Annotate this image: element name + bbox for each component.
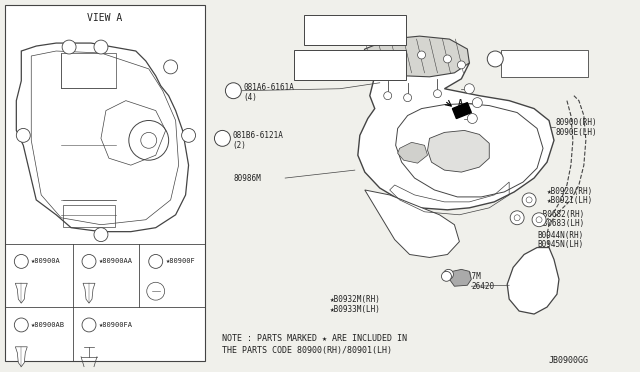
Polygon shape: [365, 190, 460, 257]
Text: c: c: [154, 260, 157, 265]
Circle shape: [225, 83, 241, 99]
Circle shape: [532, 213, 546, 227]
Circle shape: [417, 51, 426, 59]
Circle shape: [82, 254, 96, 268]
Circle shape: [536, 217, 542, 223]
Circle shape: [487, 51, 503, 67]
Circle shape: [147, 282, 164, 300]
FancyBboxPatch shape: [294, 50, 406, 80]
FancyBboxPatch shape: [501, 50, 588, 77]
Text: (4): (4): [243, 93, 257, 102]
Bar: [61, 53, 116, 88]
Text: c: c: [169, 65, 173, 70]
Text: S: S: [221, 137, 224, 142]
Circle shape: [458, 61, 465, 69]
Text: THE PARTS CODE 80900(RH)/80901(LH): THE PARTS CODE 80900(RH)/80901(LH): [223, 346, 392, 355]
Circle shape: [62, 40, 76, 54]
Circle shape: [94, 40, 108, 54]
Circle shape: [14, 318, 28, 332]
Circle shape: [94, 228, 108, 241]
Circle shape: [514, 215, 520, 221]
FancyBboxPatch shape: [304, 15, 406, 45]
Text: JB0900GG: JB0900GG: [549, 356, 589, 365]
Polygon shape: [449, 269, 471, 286]
Text: 081B6-6121A: 081B6-6121A: [232, 131, 284, 140]
Polygon shape: [17, 43, 189, 232]
Text: b: b: [87, 260, 91, 265]
Circle shape: [465, 84, 474, 94]
Circle shape: [404, 94, 412, 102]
Text: NOTE : PARTS MARKED ★ ARE INCLUDED IN: NOTE : PARTS MARKED ★ ARE INCLUDED IN: [223, 334, 408, 343]
Text: (12): (12): [505, 61, 524, 70]
Circle shape: [472, 98, 483, 108]
Polygon shape: [15, 283, 28, 303]
Text: ★B0920(RH): ★B0920(RH): [547, 187, 593, 196]
Text: 26420: 26420: [471, 282, 495, 291]
Circle shape: [384, 92, 392, 100]
Text: ★B0683(LH): ★B0683(LH): [539, 219, 586, 228]
Circle shape: [510, 211, 524, 225]
Polygon shape: [15, 347, 28, 367]
Text: S: S: [493, 57, 497, 62]
Circle shape: [14, 254, 28, 268]
Circle shape: [164, 60, 178, 74]
Circle shape: [526, 197, 532, 203]
Text: b: b: [99, 233, 103, 238]
Text: 80900(RH): 80900(RH): [556, 118, 598, 127]
Text: ★80900A: ★80900A: [31, 259, 61, 264]
Bar: [63, 205, 115, 227]
Polygon shape: [428, 131, 489, 172]
Circle shape: [82, 318, 96, 332]
Circle shape: [17, 128, 30, 142]
Circle shape: [182, 128, 196, 142]
Text: B09P1 (LH): B09P1 (LH): [309, 31, 355, 40]
Text: B0945N(LH): B0945N(LH): [537, 240, 583, 249]
Circle shape: [148, 254, 163, 268]
Text: ★80900F: ★80900F: [166, 259, 195, 264]
Bar: [5, 5, 205, 361]
Polygon shape: [360, 36, 469, 77]
Text: 80986M: 80986M: [234, 174, 261, 183]
Circle shape: [394, 52, 402, 60]
Text: B: B: [231, 89, 236, 95]
Circle shape: [444, 269, 453, 279]
Text: ★80900FA: ★80900FA: [99, 322, 133, 328]
Text: a: a: [67, 45, 71, 51]
Polygon shape: [358, 43, 554, 210]
Circle shape: [467, 113, 477, 124]
Text: d: d: [187, 134, 191, 139]
Circle shape: [442, 271, 451, 281]
Circle shape: [433, 90, 442, 98]
Text: VIEW A: VIEW A: [87, 13, 123, 23]
Text: B0944N(RH): B0944N(RH): [537, 231, 583, 240]
Circle shape: [371, 57, 379, 65]
Text: 0816B-6121A: 0816B-6121A: [505, 51, 556, 61]
Text: e: e: [87, 323, 91, 328]
Circle shape: [214, 131, 230, 146]
Text: ★B0932M(RH): ★B0932M(RH): [330, 295, 381, 304]
Circle shape: [522, 193, 536, 207]
Text: 76999BT(RH): 76999BT(RH): [298, 56, 349, 65]
Text: d: d: [19, 323, 23, 328]
Text: (2): (2): [232, 141, 246, 150]
Text: ★B0933M(LH): ★B0933M(LH): [330, 305, 381, 314]
Text: 8090E(LH): 8090E(LH): [556, 128, 598, 137]
Circle shape: [444, 55, 451, 63]
Text: A: A: [458, 99, 463, 108]
Polygon shape: [397, 142, 428, 163]
Text: ★B0921(LH): ★B0921(LH): [547, 196, 593, 205]
Text: b: b: [21, 134, 25, 139]
Text: a: a: [99, 45, 103, 51]
Text: 081A6-6161A: 081A6-6161A: [243, 83, 294, 92]
Text: ★80900AB: ★80900AB: [31, 322, 65, 328]
Text: B09P0(RH): B09P0(RH): [309, 21, 351, 30]
Polygon shape: [83, 283, 95, 303]
Text: a: a: [19, 260, 23, 265]
Text: 26447M: 26447M: [453, 272, 481, 281]
Polygon shape: [452, 103, 471, 119]
Polygon shape: [507, 247, 559, 314]
Text: 76999T(LH): 76999T(LH): [298, 66, 344, 75]
Text: ★B0682(RH): ★B0682(RH): [539, 210, 586, 219]
Text: ★80900AA: ★80900AA: [99, 259, 133, 264]
